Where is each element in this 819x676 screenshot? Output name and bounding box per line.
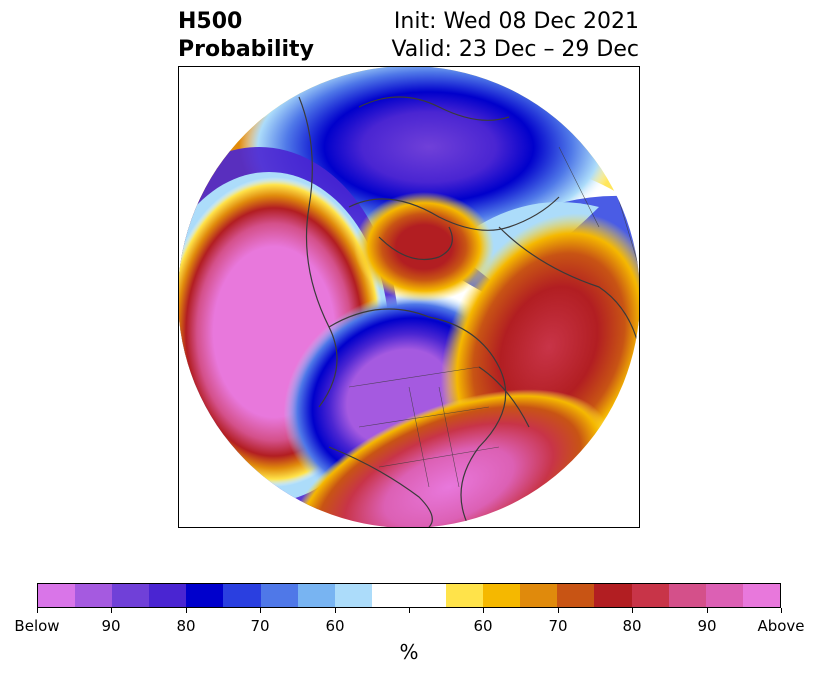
colorbar-tick-mark	[186, 608, 187, 613]
colorbar-segment	[297, 584, 335, 607]
colorbar-segment	[112, 584, 150, 607]
colorbar-tick-mark	[632, 608, 633, 613]
probability-map-svg	[179, 67, 639, 527]
colorbar-tick-label: 90	[101, 617, 121, 635]
colorbar-segment	[594, 584, 632, 607]
colorbar-segment	[334, 584, 372, 607]
colorbar-tick-label: 70	[250, 617, 270, 635]
colorbar-segment	[520, 584, 558, 607]
colorbar-unit-label: %	[399, 640, 419, 664]
colorbar	[37, 583, 781, 608]
colorbar-tick-label: 90	[697, 617, 717, 635]
title-init-date: Init: Wed 08 Dec 2021	[393, 9, 639, 34]
colorbar-segment	[557, 584, 595, 607]
map-title-right: Init: Wed 08 Dec 2021 Valid: 23 Dec – 29…	[391, 8, 639, 64]
colorbar-tick-mark	[781, 608, 782, 613]
colorbar-segment	[408, 584, 447, 607]
coastlines	[298, 96, 639, 527]
globe-field	[179, 67, 639, 527]
colorbar-segment	[631, 584, 669, 607]
colorbar-tick-mark	[409, 608, 410, 613]
colorbar-segment	[75, 584, 113, 607]
colorbar-segment	[742, 584, 780, 607]
colorbar-segment	[149, 584, 187, 607]
colorbar-tick-label: 60	[473, 617, 493, 635]
colorbar-segment	[446, 584, 484, 607]
map-title-left: H500 Probability	[178, 8, 314, 64]
colorbar-segment	[260, 584, 298, 607]
colorbar-segment	[371, 584, 409, 607]
colorbar-tick-mark	[260, 608, 261, 613]
colorbar-tick-label: 60	[325, 617, 345, 635]
colorbar-segment	[668, 584, 706, 607]
probability-map	[178, 66, 640, 528]
colorbar-tick-mark	[483, 608, 484, 613]
colorbar-tick-mark	[707, 608, 708, 613]
title-quantity: Probability	[178, 37, 314, 62]
colorbar-tick-mark	[111, 608, 112, 613]
colorbar-tick-label: 80	[176, 617, 196, 635]
colorbar-segment	[223, 584, 261, 607]
colorbar-tick-mark	[37, 608, 38, 613]
colorbar-tick-label: Above	[757, 617, 805, 635]
colorbar-segment	[483, 584, 521, 607]
colorbar-tick-mark	[335, 608, 336, 613]
title-variable: H500	[178, 9, 243, 34]
colorbar-tick-label: 80	[622, 617, 642, 635]
colorbar-tick-mark	[558, 608, 559, 613]
colorbar-segment	[38, 584, 76, 607]
colorbar-segment	[705, 584, 743, 607]
colorbar-segment	[186, 584, 224, 607]
title-valid-range: Valid: 23 Dec – 29 Dec	[391, 37, 639, 62]
colorbar-tick-label: Below	[14, 617, 60, 635]
colorbar-tick-label: 70	[548, 617, 568, 635]
